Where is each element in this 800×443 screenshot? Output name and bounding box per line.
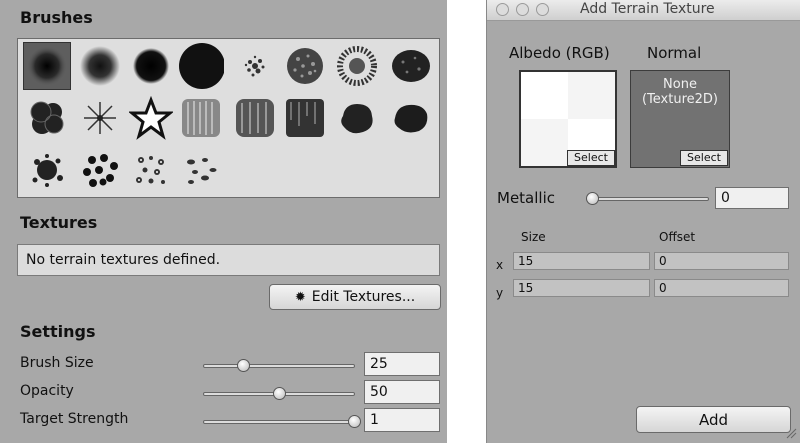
brush-leaves-icon <box>187 158 217 184</box>
albedo-label: Albedo (RGB) <box>509 44 610 62</box>
textures-empty-message: No terrain textures defined. <box>17 244 440 276</box>
x-label: x <box>496 258 504 272</box>
brush-leaves[interactable] <box>178 147 224 193</box>
albedo-texture-slot[interactable]: Select <box>519 70 617 168</box>
brush-streaks-light[interactable] <box>178 95 224 141</box>
brush-flowers-icon <box>136 156 165 184</box>
opacity-label: Opacity <box>20 383 74 399</box>
brush-soft-round[interactable] <box>77 43 123 89</box>
brush-dots[interactable] <box>77 147 123 193</box>
brush-blob-icon <box>30 101 64 134</box>
zoom-window-icon[interactable] <box>536 3 549 16</box>
brush-streaks[interactable] <box>232 95 278 141</box>
brush-streaks-light-icon <box>182 99 220 137</box>
brush-noise-icon <box>287 48 323 84</box>
normal-select-button[interactable]: Select <box>680 150 728 166</box>
target-strength-slider[interactable] <box>203 415 361 428</box>
brush-size-label: Brush Size <box>20 355 94 371</box>
dialog-titlebar[interactable]: Add Terrain Texture <box>487 0 800 21</box>
edit-textures-button[interactable]: ✹ Edit Textures... <box>269 284 441 310</box>
brush-rough-blob-2[interactable] <box>388 95 434 141</box>
offset-x-field[interactable]: 0 <box>654 252 789 270</box>
minimize-window-icon[interactable] <box>516 3 529 16</box>
normal-none-text: None <box>663 77 697 92</box>
brush-splatter-small[interactable] <box>232 43 278 89</box>
brush-noise-ring[interactable] <box>334 43 380 89</box>
offset-y-field[interactable]: 0 <box>654 279 789 297</box>
offset-header: Offset <box>659 230 696 244</box>
albedo-checker-tile <box>568 72 615 119</box>
brush-starburst[interactable] <box>77 95 123 141</box>
terrain-inspector-panel: Brushes <box>0 0 447 443</box>
target-strength-label: Target Strength <box>20 411 129 427</box>
add-button[interactable]: Add <box>636 406 791 433</box>
brush-starburst-icon <box>84 102 116 134</box>
brush-streaks-dark-icon <box>286 99 324 137</box>
brush-size-slider-thumb[interactable] <box>237 359 250 372</box>
brush-splat[interactable] <box>24 147 70 193</box>
dialog-title: Add Terrain Texture <box>580 1 715 17</box>
size-header: Size <box>521 230 546 244</box>
brush-grid <box>17 38 440 198</box>
metallic-field[interactable]: 0 <box>715 187 789 209</box>
albedo-select-button[interactable]: Select <box>567 150 615 166</box>
opacity-slider-thumb[interactable] <box>273 387 286 400</box>
close-window-icon[interactable] <box>496 3 509 16</box>
gear-icon: ✹ <box>294 289 306 305</box>
brush-star-outline[interactable] <box>128 95 174 141</box>
metallic-slider-thumb[interactable] <box>586 192 599 205</box>
target-strength-field[interactable]: 1 <box>364 408 440 432</box>
metallic-slider[interactable] <box>586 192 709 205</box>
brush-dots-icon <box>83 154 118 187</box>
brush-medium-round-icon <box>133 48 169 84</box>
size-y-field[interactable]: 15 <box>513 279 650 297</box>
brush-rough-blob-2-icon <box>394 104 428 133</box>
target-strength-slider-thumb[interactable] <box>348 415 361 428</box>
brush-noise-ring-icon <box>337 46 377 86</box>
brush-noise-dark[interactable] <box>388 43 434 89</box>
brush-size-field[interactable]: 25 <box>364 352 440 376</box>
add-terrain-texture-dialog: Add Terrain Texture Albedo (RGB) Normal … <box>486 0 800 443</box>
brush-rough-blob-icon <box>341 104 373 134</box>
brush-blob[interactable] <box>24 95 70 141</box>
brush-noise-dark-icon <box>392 50 430 82</box>
y-label: y <box>496 286 504 300</box>
brushes-heading: Brushes <box>20 8 93 27</box>
brush-splatter-small-icon <box>244 55 265 77</box>
metallic-label: Metallic <box>497 189 555 207</box>
brush-medium-round[interactable] <box>128 43 174 89</box>
brush-rough-blob[interactable] <box>334 95 380 141</box>
resize-grip-icon[interactable] <box>785 427 797 439</box>
brush-size-slider[interactable] <box>203 359 355 372</box>
normal-type-text: (Texture2D) <box>641 92 718 107</box>
brush-streaks-icon <box>236 99 274 137</box>
brush-flowers[interactable] <box>128 147 174 193</box>
size-x-field[interactable]: 15 <box>513 252 650 270</box>
opacity-field[interactable]: 50 <box>364 380 440 404</box>
opacity-slider[interactable] <box>203 387 355 400</box>
brush-soft-round-selected[interactable] <box>23 42 71 90</box>
brush-hard-round[interactable] <box>178 43 224 89</box>
brush-soft-round-selected-icon <box>27 46 67 86</box>
brush-streaks-dark[interactable] <box>282 95 328 141</box>
albedo-checker-tile <box>521 119 568 166</box>
normal-texture-slot[interactable]: None (Texture2D) Select <box>630 70 730 168</box>
brush-hard-round-icon <box>179 43 224 89</box>
textures-heading: Textures <box>20 213 98 232</box>
edit-textures-label: Edit Textures... <box>311 289 416 305</box>
settings-heading: Settings <box>20 322 96 341</box>
normal-label: Normal <box>647 44 702 62</box>
brush-noise[interactable] <box>282 43 328 89</box>
brush-splat-icon <box>32 154 63 187</box>
brush-star-outline-icon <box>129 96 173 140</box>
brush-soft-round-icon <box>80 46 120 86</box>
